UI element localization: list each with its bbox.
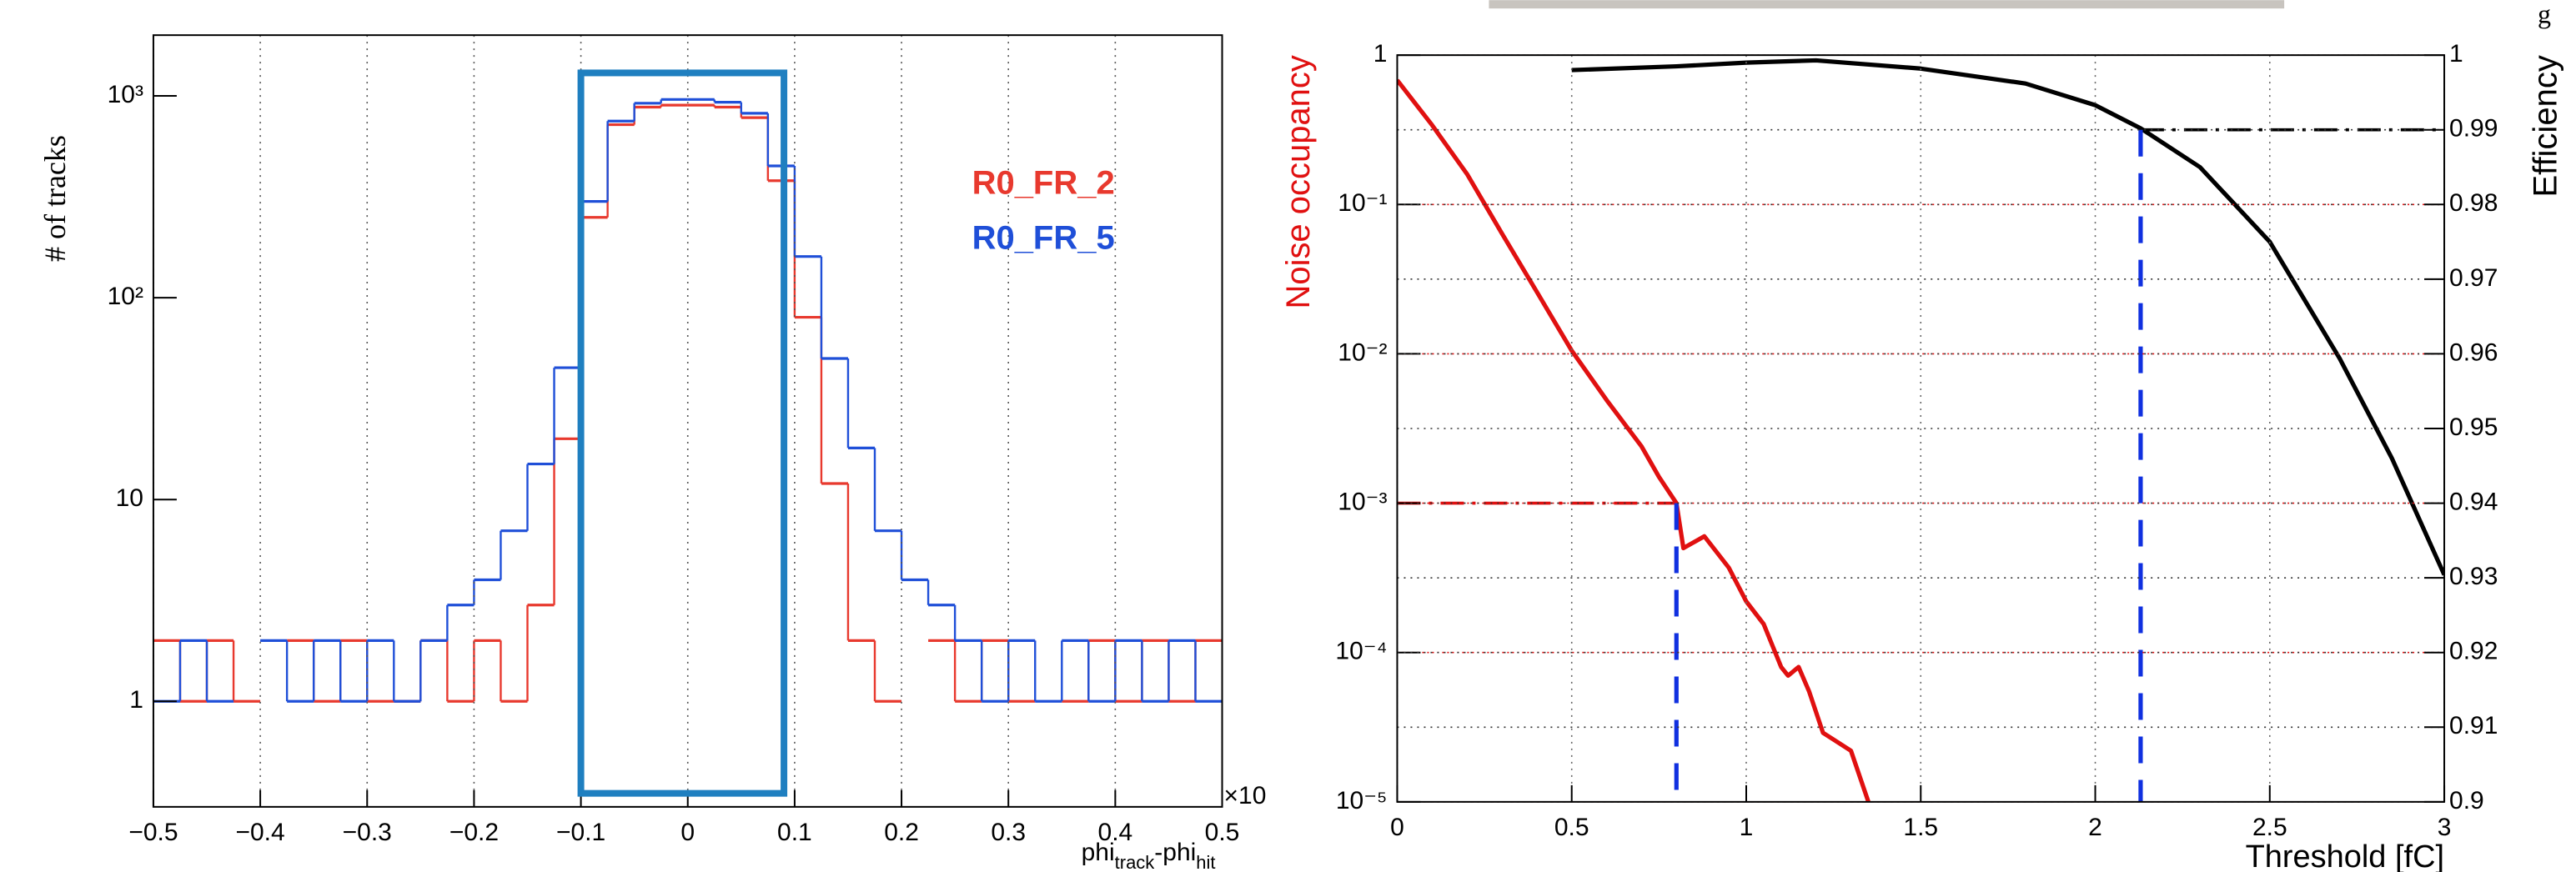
y2-tick-label: 0.93 xyxy=(2449,563,2498,590)
y2-tick-label: 0.96 xyxy=(2449,338,2498,366)
x-tick-label: 2 xyxy=(2088,814,2102,841)
y-tick-label: 10⁻⁴ xyxy=(1335,638,1387,665)
x-axis-title: Threshold [fC] xyxy=(2246,839,2444,872)
x-tick-label: 0 xyxy=(680,819,695,846)
y2-tick-label: 0.92 xyxy=(2449,638,2498,665)
y2-tick-label: 0.94 xyxy=(2449,488,2498,515)
y-axis-title: Noise occupancy xyxy=(1280,55,1317,308)
y-tick-label: 10⁻² xyxy=(1338,338,1387,366)
y-tick-label: 10 xyxy=(116,484,143,512)
x-tick-label: 0.4 xyxy=(1098,819,1133,846)
x-tick-label: 3 xyxy=(2438,814,2452,841)
y2-axis-title: Efficiency xyxy=(2528,55,2564,197)
x-tick-label: 0 xyxy=(1390,814,1404,841)
y-axis-title: # of tracks xyxy=(38,135,72,262)
y-tick-label: 10⁻³ xyxy=(1338,488,1387,515)
series-line xyxy=(1571,58,2445,576)
x-tick-label: 0.1 xyxy=(777,819,812,846)
x-tick-label: −0.5 xyxy=(128,819,178,846)
y-tick-label: 1 xyxy=(1373,40,1388,68)
legend-entry: R0_FR_2 xyxy=(972,165,1115,202)
plot-area xyxy=(1397,58,2445,802)
plot-frame xyxy=(1396,54,2446,803)
x-title-part: -phi xyxy=(1154,839,1196,866)
x-tick-label: −0.2 xyxy=(449,819,499,846)
y-tick-label: 10³ xyxy=(108,81,143,108)
y2-tick-label: 0.91 xyxy=(2449,712,2498,739)
x-tick-label: 1.5 xyxy=(1903,814,1938,841)
series-line xyxy=(1397,78,1870,802)
photo-fragment xyxy=(1489,0,2285,9)
x-tick-label: 1 xyxy=(1740,814,1754,841)
x-tick-label: −0.3 xyxy=(343,819,392,846)
x-title-subscript: hit xyxy=(1196,852,1215,872)
x-tick-label: −0.1 xyxy=(556,819,605,846)
y-tick-label: 10² xyxy=(108,283,143,310)
x-tick-label: 0.2 xyxy=(884,819,919,846)
x-tick-label: 2.5 xyxy=(2252,814,2287,841)
highlight-box xyxy=(577,69,788,797)
x-tick-label: 0.3 xyxy=(991,819,1026,846)
legend-entry: R0_FR_5 xyxy=(972,220,1115,257)
x-title-subscript: track xyxy=(1115,852,1156,872)
x-tick-label: −0.4 xyxy=(235,819,284,846)
x-tick-label: 0.5 xyxy=(1554,814,1589,841)
y2-tick-label: 0.9 xyxy=(2449,787,2484,814)
y-tick-label: 1 xyxy=(129,686,143,714)
y2-tick-label: 0.99 xyxy=(2449,115,2498,143)
y2-tick-label: 1 xyxy=(2449,40,2463,68)
plot-frame xyxy=(152,34,1223,808)
y2-tick-label: 0.98 xyxy=(2449,189,2498,217)
y-tick-label: 10⁻⁵ xyxy=(1336,787,1388,814)
y2-tick-label: 0.97 xyxy=(2449,264,2498,292)
x-axis-title: phitrack-phihit xyxy=(1082,839,1216,872)
y2-tick-label: 0.95 xyxy=(2449,413,2498,441)
y-tick-label: 10⁻¹ xyxy=(1338,189,1387,217)
x-title-part: phi xyxy=(1082,839,1115,866)
caption-fragment: g xyxy=(2538,0,2551,29)
x-tick-label: 0.5 xyxy=(1205,819,1240,846)
x-scale-label: ×10 xyxy=(1224,782,1267,809)
